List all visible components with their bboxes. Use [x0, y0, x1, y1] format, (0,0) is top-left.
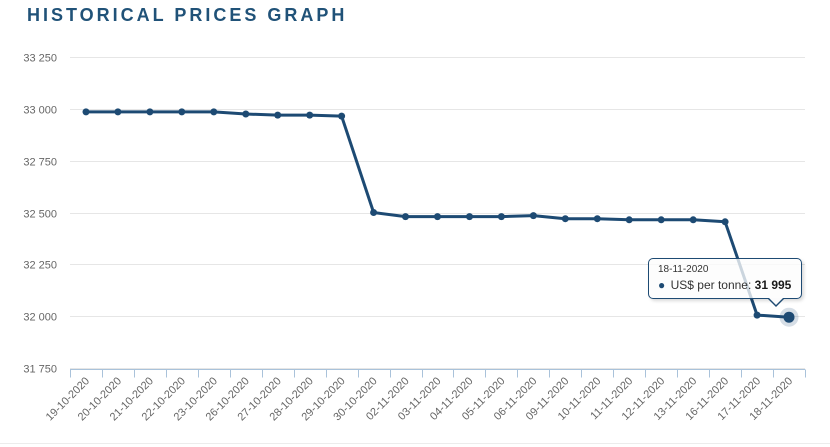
data-point[interactable]: [593, 215, 601, 223]
data-point[interactable]: [753, 311, 761, 319]
y-tick-label: 31 750: [23, 364, 57, 376]
y-tick-label: 32 750: [23, 157, 57, 169]
data-point[interactable]: [146, 108, 154, 116]
data-point[interactable]: [434, 213, 441, 221]
page-title: HISTORICAL PRICES GRAPH: [27, 5, 348, 25]
tooltip-date: 18-11-2020: [658, 264, 709, 275]
data-point[interactable]: [529, 212, 537, 220]
data-point[interactable]: [82, 108, 90, 116]
data-point[interactable]: [114, 108, 122, 116]
y-axis-labels: 33 250 33 000 32 750 32 500 32 250 32 000 31 7…: [23, 53, 57, 376]
data-point[interactable]: [306, 111, 314, 119]
y-tick-label: 33 000: [23, 105, 57, 117]
data-point[interactable]: [721, 218, 729, 226]
x-axis-labels: 19-10-202020-10-202021-10-202022-10-2020…: [44, 375, 795, 423]
panel-bottom-divider: [0, 443, 830, 444]
data-point[interactable]: [242, 110, 250, 118]
y-tick-label: 32 250: [23, 260, 57, 272]
y-tick-label: 32 500: [23, 209, 57, 221]
data-point[interactable]: [210, 108, 218, 116]
data-point[interactable]: [274, 111, 282, 119]
series-marker-icon: ●: [658, 278, 666, 292]
data-point[interactable]: [625, 216, 633, 224]
data-point[interactable]: [657, 216, 665, 224]
data-point[interactable]: [689, 216, 697, 224]
data-point[interactable]: [338, 112, 346, 120]
data-point[interactable]: [497, 213, 505, 221]
tooltip-series-label: US$ per tonne:: [670, 278, 752, 292]
data-point[interactable]: [370, 209, 378, 216]
x-axis: [70, 369, 806, 378]
y-tick-label: 33 250: [23, 53, 57, 65]
data-point-active[interactable]: [783, 311, 795, 323]
data-point[interactable]: [466, 213, 473, 221]
data-point[interactable]: [178, 108, 186, 116]
data-point[interactable]: [402, 213, 409, 221]
chart-tooltip: 18-11-2020 ● US$ per tonne: 31 995: [648, 258, 803, 307]
y-tick-label: 32 000: [23, 312, 57, 324]
tooltip-value: 31 995: [754, 278, 792, 292]
data-points: [82, 108, 799, 327]
data-point[interactable]: [561, 215, 569, 223]
tooltip-row: ● US$ per tonne: 31 995: [658, 278, 791, 292]
y-gridlines: [70, 57, 805, 369]
